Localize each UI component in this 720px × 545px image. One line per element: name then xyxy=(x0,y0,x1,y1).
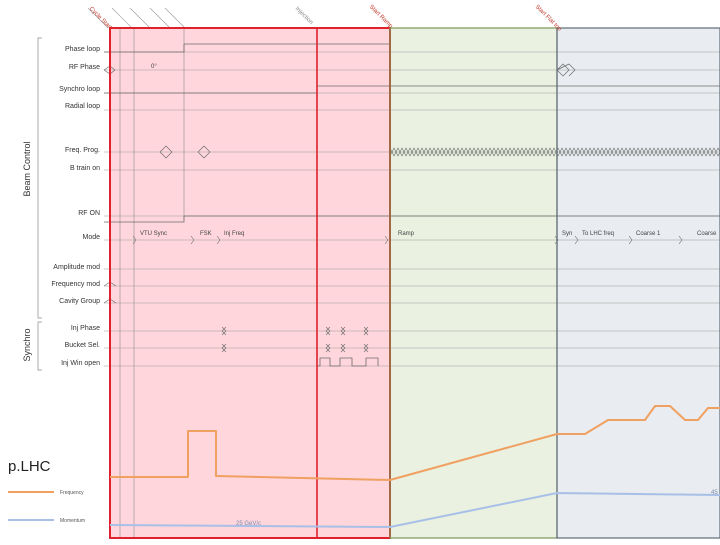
signal-label-bucket-sel: Bucket Sel. xyxy=(64,342,100,349)
signal-x-inj-phase xyxy=(340,326,346,336)
signal-trace-phase-loop xyxy=(104,43,390,53)
mode-transition xyxy=(628,235,633,245)
signal-x-freq-prog-2 xyxy=(197,145,211,159)
signal-label-rf-phase: RF Phase xyxy=(68,64,100,71)
plhc-title: p.LHC xyxy=(8,458,51,475)
signal-label-cavity-group: Cavity Group xyxy=(59,298,100,305)
signal-pulses-inj-win-open xyxy=(317,357,379,367)
region-injection-background xyxy=(110,28,390,538)
phase-marker-tick xyxy=(87,7,109,29)
signal-x-bucket-sel xyxy=(221,343,227,353)
signal-x-rf-phase xyxy=(103,65,116,75)
mode-transition xyxy=(132,235,137,245)
group-bracket-synchro xyxy=(37,321,42,371)
signal-x-inj-phase xyxy=(221,326,227,336)
frequency-trace xyxy=(110,405,720,481)
mode-state-coarse-1: Coarse 1 xyxy=(636,231,661,237)
signal-zigzag-freq-prog-lower xyxy=(389,147,720,157)
signal-label-amplitude-mod: Amplitude mod xyxy=(53,264,100,271)
mode-transition xyxy=(554,235,559,245)
signal-x-inj-phase xyxy=(325,326,331,336)
signal-label-b-train-on: B train on xyxy=(70,165,100,172)
region-flat-top-background xyxy=(557,28,720,538)
signal-label-radial-loop: Radial loop xyxy=(64,103,100,110)
signal-label-frequency-mod: Frequency mod xyxy=(51,281,100,288)
mode-transition xyxy=(678,235,683,245)
signal-x-bucket-sel xyxy=(325,343,331,353)
signal-label-mode: Mode xyxy=(82,234,100,241)
signal-x-inj-phase xyxy=(340,326,346,336)
rf-phase-value: 0° xyxy=(151,64,157,70)
phase-marker-tick xyxy=(149,7,171,29)
signal-x-inj-phase xyxy=(221,326,227,336)
mode-state-vtu-sync: VTU Sync xyxy=(140,231,168,237)
signal-x-inj-phase xyxy=(325,326,331,336)
mode-state-inj-freq: Inj Freq xyxy=(224,231,245,237)
mode-transition xyxy=(384,235,389,245)
mode-state-coarse: Coarse xyxy=(697,231,717,237)
signal-label-inj-phase: Inj Phase xyxy=(70,325,100,332)
signal-x-bucket-sel xyxy=(221,343,227,353)
signal-x-rf-phase-flat-top xyxy=(556,63,576,77)
momentum-trace-note: 25 GeV/c xyxy=(236,521,262,527)
legend-label-momentum: Momentum xyxy=(60,518,86,524)
mode-state-ramp: Ramp xyxy=(398,231,415,237)
legend-label-frequency: Frequency xyxy=(60,490,84,496)
signal-x-bucket-sel xyxy=(363,343,369,353)
region-flat-top-border xyxy=(556,27,720,539)
phase-marker-tick xyxy=(111,7,133,29)
signal-trace-rf-on xyxy=(104,215,720,223)
signal-x-bucket-sel xyxy=(363,343,369,353)
mode-transition xyxy=(216,235,221,245)
region-ramp-background xyxy=(390,28,557,538)
signal-zigzag-freq-prog-upper xyxy=(389,147,720,157)
signal-x-bucket-sel xyxy=(325,343,331,353)
signal-x-freq-prog-1 xyxy=(159,145,173,159)
signal-label-synchro-loop: Synchro loop xyxy=(59,86,100,93)
group-bracket-beam-control xyxy=(37,37,42,319)
mode-transition xyxy=(574,235,579,245)
signal-x-bucket-sel xyxy=(340,343,346,353)
signal-label-inj-win-open: Inj Win open xyxy=(61,360,100,367)
signal-x-bucket-sel xyxy=(340,343,346,353)
mode-state-syn: Syn xyxy=(562,231,573,237)
phase-marker-tick xyxy=(164,7,186,29)
mode-transition xyxy=(190,235,195,245)
signal-label-phase-loop: Phase loop xyxy=(64,46,100,53)
momentum-trace-right: 45 xyxy=(711,490,718,496)
mode-state-fsk: FSK xyxy=(200,231,212,237)
signal-label-rf-on: RF ON xyxy=(78,210,100,217)
signal-label-freq-prog: Freq. Prog. xyxy=(64,147,100,154)
signal-x-inj-phase xyxy=(363,326,369,336)
signal-x-inj-phase xyxy=(363,326,369,336)
momentum-trace xyxy=(109,492,720,528)
mode-state-to-lhc-freq: To LHC freq xyxy=(582,231,615,237)
phase-marker-tick xyxy=(129,7,151,29)
